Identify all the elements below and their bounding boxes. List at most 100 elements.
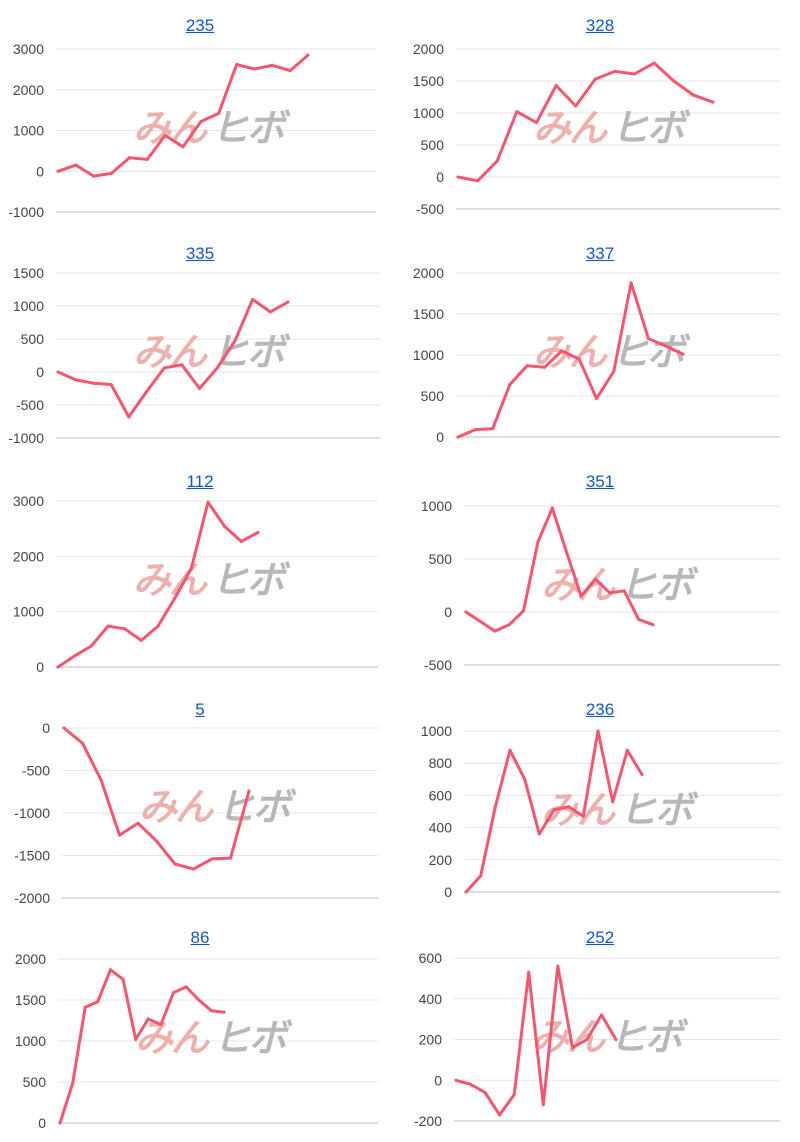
y-tick-label: 200 xyxy=(419,1032,443,1048)
y-tick-label: 0 xyxy=(36,364,44,380)
y-tick-label: 0 xyxy=(42,720,50,736)
data-point xyxy=(109,383,113,386)
y-tick-label: 400 xyxy=(419,991,443,1007)
data-point xyxy=(189,567,193,570)
data-point xyxy=(145,390,148,394)
data-point xyxy=(56,665,60,669)
data-point xyxy=(543,365,546,369)
data-point xyxy=(156,624,160,628)
watermark-text: みん ヒボ xyxy=(133,558,291,602)
y-tick-label: 400 xyxy=(429,820,453,836)
data-point xyxy=(473,428,477,432)
data-point xyxy=(664,344,668,348)
chart-title-link[interactable]: 351 xyxy=(585,472,615,491)
data-point xyxy=(96,1000,100,1004)
data-point xyxy=(217,111,221,115)
y-tick-label: 1000 xyxy=(413,105,444,121)
series-line xyxy=(464,729,644,894)
y-tick-label: -1500 xyxy=(14,848,50,864)
y-tick-label: 1000 xyxy=(13,604,44,620)
data-point xyxy=(469,1082,472,1086)
watermark-text: みん ヒボ xyxy=(133,330,291,374)
data-point xyxy=(579,594,583,598)
data-point xyxy=(691,93,695,97)
data-point xyxy=(552,808,556,812)
chart-svg: 2000 1500 1000 500 0 -500 みん ヒボ xyxy=(413,41,780,217)
chart-svg: 1000 500 0 -500 みん ヒボ xyxy=(421,498,780,673)
data-point xyxy=(585,1038,589,1041)
data-point xyxy=(123,627,127,631)
chart-title-link[interactable]: 337 xyxy=(585,244,615,263)
data-point xyxy=(479,874,483,878)
chart-title-link[interactable]: 252 xyxy=(585,928,615,947)
y-tick-label: 1000 xyxy=(421,498,452,514)
data-point xyxy=(493,629,497,633)
data-point xyxy=(523,777,527,781)
data-point xyxy=(622,589,626,593)
chart-title-link[interactable]: 86 xyxy=(190,928,210,947)
y-tick-label: 1500 xyxy=(413,306,444,322)
series-line xyxy=(58,968,226,1125)
y-tick-label: -500 xyxy=(22,763,50,779)
chart-title-link[interactable]: 236 xyxy=(585,700,615,719)
data-point xyxy=(478,620,482,623)
chart-title-link[interactable]: 112 xyxy=(186,472,214,491)
data-point xyxy=(199,120,203,123)
data-point xyxy=(83,1005,87,1009)
data-point xyxy=(464,890,468,894)
chart-svg: 3000 2000 1000 0 -1000 みん ヒボ xyxy=(8,41,376,220)
data-point xyxy=(74,163,78,167)
data-point xyxy=(613,69,617,73)
data-point xyxy=(629,281,633,285)
watermark-right: ヒボ xyxy=(619,788,699,832)
data-point xyxy=(233,339,237,343)
data-point xyxy=(625,748,629,752)
y-tick-label: 600 xyxy=(429,787,453,803)
data-point xyxy=(464,610,468,614)
chart-svg: 0 -500 -1000 -1500 -2000 みん ヒボ xyxy=(14,720,378,906)
watermark-text: みん ヒボ xyxy=(135,1016,293,1060)
watermark-text: みん ヒボ xyxy=(541,563,699,607)
chart-title-link[interactable]: 335 xyxy=(185,244,215,263)
y-tick-label: 0 xyxy=(434,1072,442,1088)
data-point xyxy=(110,171,114,175)
data-point xyxy=(145,157,149,161)
y-tick-label: 2000 xyxy=(15,951,46,967)
y-tick-label: 200 xyxy=(429,852,453,868)
data-point xyxy=(476,179,480,183)
data-point xyxy=(493,805,497,809)
data-point xyxy=(172,991,175,995)
watermark-right: ヒボ xyxy=(211,558,291,602)
y-tick-label: 500 xyxy=(429,551,453,567)
data-point xyxy=(554,84,558,87)
watermark-left: みん xyxy=(541,563,616,607)
data-point xyxy=(270,63,274,67)
y-tick-label: -1000 xyxy=(14,805,50,821)
data-point xyxy=(223,525,227,528)
watermark-right: ヒボ xyxy=(619,563,699,607)
y-tick-label: -200 xyxy=(414,1113,442,1129)
y-tick-label: 800 xyxy=(429,755,453,771)
chart-title-link[interactable]: 328 xyxy=(585,16,615,35)
data-point xyxy=(251,297,255,301)
watermark-right: ヒボ xyxy=(213,1016,293,1060)
series-line xyxy=(456,281,685,439)
data-point xyxy=(89,644,93,648)
data-point xyxy=(560,349,564,353)
chart-title-link[interactable]: 235 xyxy=(185,16,215,35)
data-point xyxy=(574,104,578,108)
chart-panel: 5 0 -500 -1000 -1500 -2000 みん ヒボ xyxy=(0,684,400,912)
chart-title-link[interactable]: 5 xyxy=(195,700,205,719)
data-point xyxy=(92,174,96,178)
series-line xyxy=(454,964,618,1117)
data-point xyxy=(239,539,243,543)
data-point xyxy=(495,159,499,163)
data-point xyxy=(577,357,581,361)
chart-panel: 236 1000 800 600 400 200 0 みん ヒボ xyxy=(400,684,800,912)
data-point xyxy=(637,617,641,621)
data-point xyxy=(491,427,495,431)
data-point xyxy=(268,310,272,314)
y-tick-label: 500 xyxy=(421,137,445,153)
watermark-text: みん ヒボ xyxy=(533,106,691,150)
data-point xyxy=(594,577,597,581)
